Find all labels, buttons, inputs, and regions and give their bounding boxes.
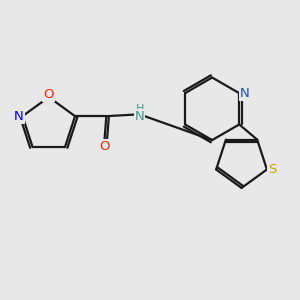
Text: N: N — [14, 110, 24, 123]
Text: O: O — [99, 140, 110, 154]
Text: O: O — [44, 88, 54, 101]
Text: N: N — [135, 110, 144, 123]
Text: S: S — [268, 163, 277, 176]
Text: H: H — [136, 104, 145, 114]
Text: N: N — [240, 87, 250, 100]
